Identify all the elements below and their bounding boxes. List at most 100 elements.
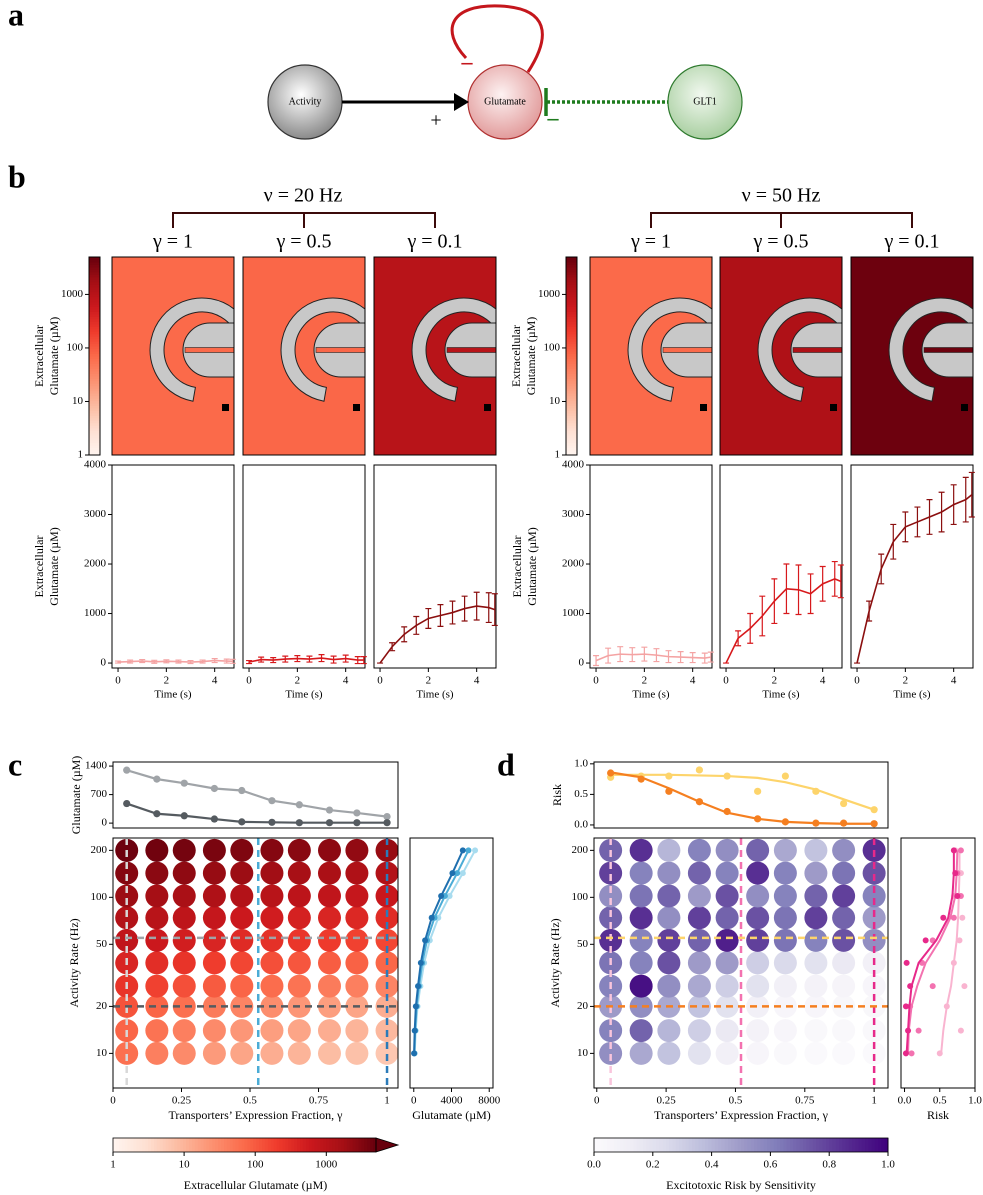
x-axis-label: Time (s): [416, 689, 454, 701]
marker: [746, 906, 770, 930]
colorbar-label: Glutamate (µM): [47, 317, 61, 396]
marker: [629, 951, 653, 975]
x-tick-label: 4: [951, 675, 957, 687]
marker: [746, 884, 770, 908]
error-bar: [461, 595, 468, 622]
marker: [862, 1041, 886, 1065]
colorbar-cell: [819, 1138, 824, 1152]
colorbar-cell: [343, 1138, 348, 1152]
colorbar-cell: [89, 365, 100, 369]
colorbar-cell: [623, 1138, 628, 1152]
colorbar-cell: [89, 284, 100, 288]
marker: [172, 906, 196, 930]
colorbar-cell: [89, 422, 100, 426]
marker: [599, 884, 623, 908]
series-line: [126, 802, 388, 824]
marker: [773, 974, 797, 998]
colorbar-cell: [89, 331, 100, 335]
colorbar-cell: [89, 432, 100, 436]
marker: [317, 928, 341, 952]
marker: [317, 906, 341, 930]
colorbar-cell: [566, 308, 577, 312]
marker: [145, 838, 169, 862]
colorbar-cell: [89, 311, 100, 315]
colorbar-cell: [89, 289, 100, 293]
y-tick-label: 100: [91, 891, 108, 903]
marker: [230, 838, 254, 862]
error-bar: [294, 655, 301, 663]
colorbar-cell: [358, 1138, 362, 1152]
cleft: [662, 347, 712, 353]
colorbar-cell: [842, 1138, 847, 1152]
colorbar-cell: [186, 1138, 190, 1152]
colorbar-cell: [566, 395, 577, 399]
colorbar-cell: [89, 368, 100, 372]
probe: [484, 404, 491, 411]
marker: [260, 1041, 284, 1065]
marker: [754, 815, 762, 823]
marker: [629, 861, 653, 885]
marker: [145, 951, 169, 975]
colorbar-cell: [672, 1138, 677, 1152]
colorbar-cell: [566, 353, 577, 357]
postsynaptic: [149, 297, 234, 402]
colorbar-cell: [763, 1138, 768, 1152]
marker: [287, 861, 311, 885]
marker: [230, 884, 254, 908]
colorbar-cell: [566, 266, 577, 270]
marker: [172, 974, 196, 998]
marker: [746, 974, 770, 998]
colorbar-cell: [566, 445, 577, 449]
colorbar-cell: [659, 1138, 664, 1152]
colorbar-cell: [747, 1138, 752, 1152]
synapse: [888, 297, 973, 402]
error-bar: [819, 565, 826, 602]
error-bar: [968, 471, 975, 518]
marker: [832, 906, 856, 930]
colorbar-cell: [566, 304, 577, 307]
marker: [956, 937, 963, 944]
colorbar-cell: [329, 1138, 333, 1152]
colorbar-cell: [566, 393, 577, 397]
colorbar-cell: [566, 296, 577, 300]
cleft: [792, 347, 842, 353]
marker: [411, 1050, 418, 1057]
marker: [936, 1050, 943, 1057]
marker: [781, 772, 789, 780]
colorbar-cell: [89, 390, 100, 394]
colorbar-cell: [89, 375, 100, 379]
colorbar-cell: [566, 294, 577, 298]
error-bar: [401, 626, 408, 643]
marker: [657, 974, 681, 998]
marker: [115, 906, 139, 930]
marker: [862, 906, 886, 930]
marker: [840, 799, 848, 808]
colorbar-label: Glutamate (µM): [524, 317, 538, 396]
colorbar-cell: [566, 368, 577, 372]
marker: [959, 914, 966, 921]
marker: [715, 838, 739, 862]
colorbar-cell: [89, 425, 100, 429]
error-bar: [139, 658, 146, 664]
error-bar: [485, 592, 492, 624]
error-bar: [127, 659, 134, 664]
marker: [907, 983, 914, 990]
error-bar: [187, 659, 194, 665]
error-bar: [389, 642, 396, 652]
x-tick-label: 4: [212, 675, 218, 687]
colorbar-cell: [89, 383, 100, 387]
marker: [746, 1019, 770, 1043]
colorbar-cell: [89, 360, 100, 364]
colorbar-cell: [130, 1138, 134, 1152]
colorbar-cell: [89, 412, 100, 416]
axes-frame: [112, 837, 399, 1089]
x-tick-label: 4: [343, 675, 349, 687]
colorbar-cell: [89, 407, 100, 411]
colorbar-cell: [89, 447, 100, 451]
axes-frame: [850, 464, 974, 669]
colorbar-cell: [566, 276, 577, 280]
marker: [268, 797, 276, 805]
marker: [345, 906, 369, 930]
colorbar-cell: [89, 400, 100, 404]
colorbar-cell: [566, 365, 577, 369]
